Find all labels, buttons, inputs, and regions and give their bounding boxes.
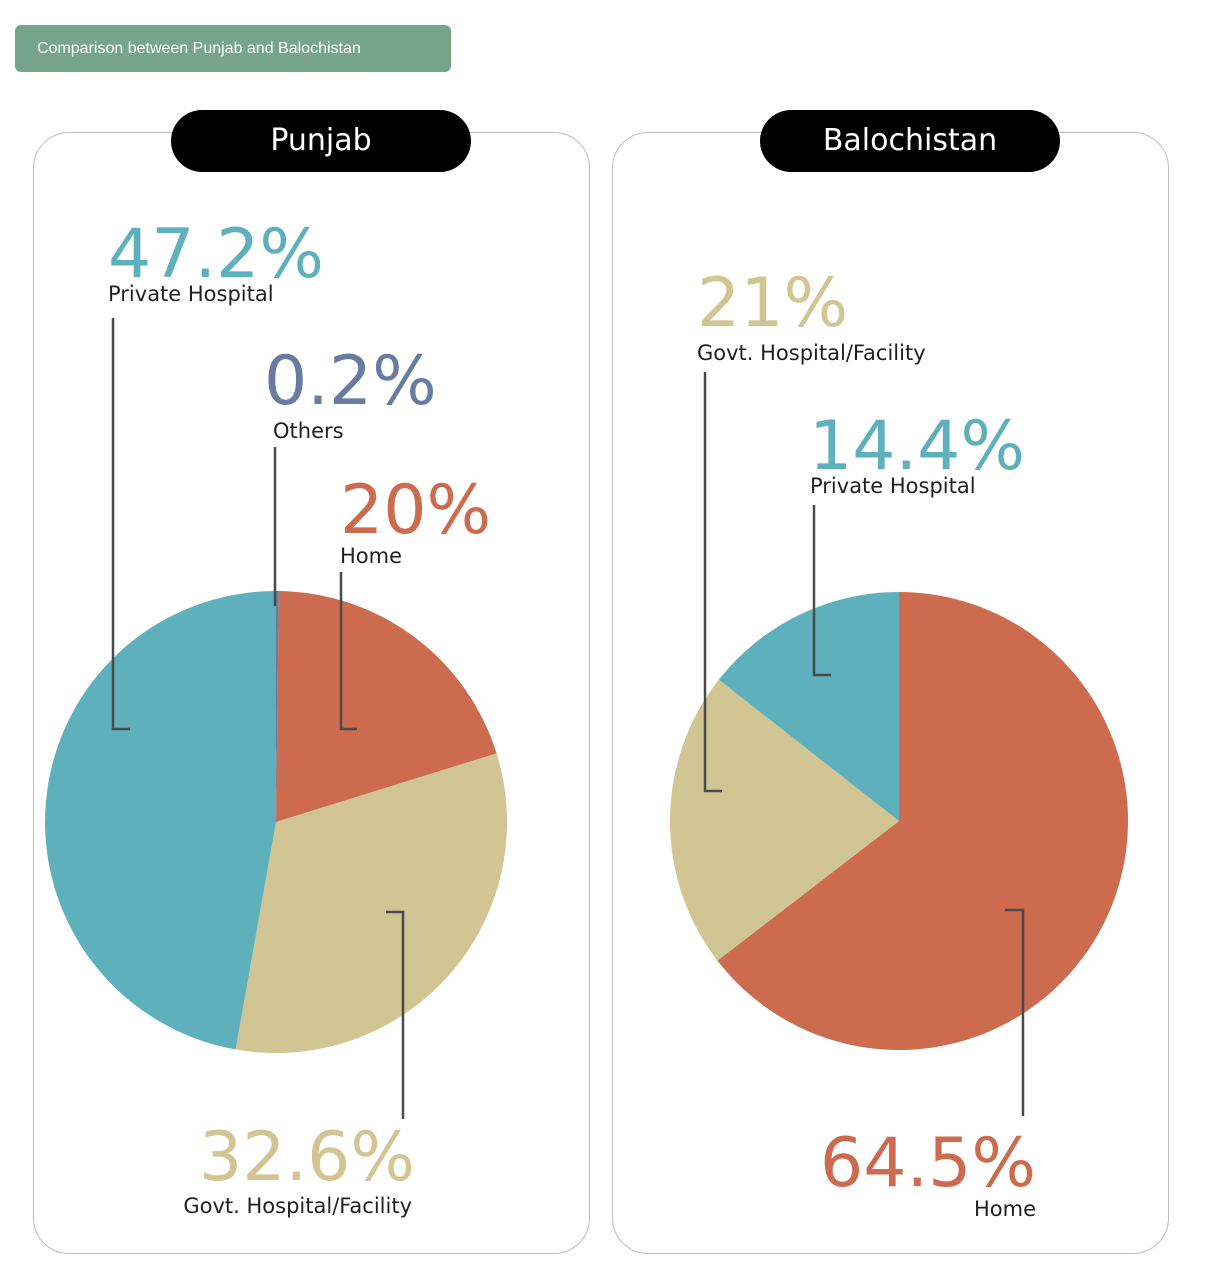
- punjab-slice-private: [45, 591, 277, 1050]
- punjab-others-label: Others: [273, 419, 344, 443]
- punjab-govt-pct: 32.6%: [199, 1118, 415, 1197]
- leader-line-balochistan-govt: [703, 372, 722, 793]
- leader-line-balochistan-private: [812, 505, 831, 677]
- leader-line-punjab-govt: [386, 910, 405, 1119]
- punjab-title: Punjab: [171, 110, 471, 172]
- leader-line-balochistan-home: [1005, 908, 1025, 1116]
- balochistan-slice-home: [717, 592, 1129, 1050]
- leader-lines: [111, 318, 1025, 1119]
- punjab-slice-home: [276, 591, 497, 822]
- leader-line-punjab-home: [339, 572, 357, 731]
- punjab-govt-label: Govt. Hospital/Facility: [183, 1194, 412, 1218]
- leader-line-punjab-private: [111, 318, 130, 731]
- punjab-slice-govt: [235, 753, 507, 1053]
- balochistan-private-label: Private Hospital: [810, 474, 976, 498]
- punjab-home-label: Home: [340, 544, 402, 568]
- balochistan-title: Balochistan: [760, 110, 1060, 172]
- balochistan-home-label: Home: [974, 1197, 1036, 1221]
- balochistan-slice-govt: [669, 679, 899, 961]
- balochistan-slice-private: [718, 592, 899, 821]
- punjab-pie: [45, 591, 507, 1053]
- balochistan-govt-pct: 21%: [697, 264, 848, 343]
- punjab-others-pct: 0.2%: [264, 342, 437, 421]
- balochistan-private-pct: 14.4%: [809, 407, 1025, 486]
- balochistan-pie: [669, 592, 1129, 1050]
- punjab-home-pct: 20%: [340, 471, 491, 550]
- punjab-private-pct: 47.2%: [108, 215, 324, 294]
- balochistan-home-pct: 64.5%: [820, 1124, 1036, 1203]
- header-title: Comparison between Punjab and Balochista…: [15, 25, 451, 72]
- balochistan-govt-label: Govt. Hospital/Facility: [697, 341, 926, 365]
- punjab-private-label: Private Hospital: [108, 282, 274, 306]
- punjab-slice-others: [276, 591, 279, 822]
